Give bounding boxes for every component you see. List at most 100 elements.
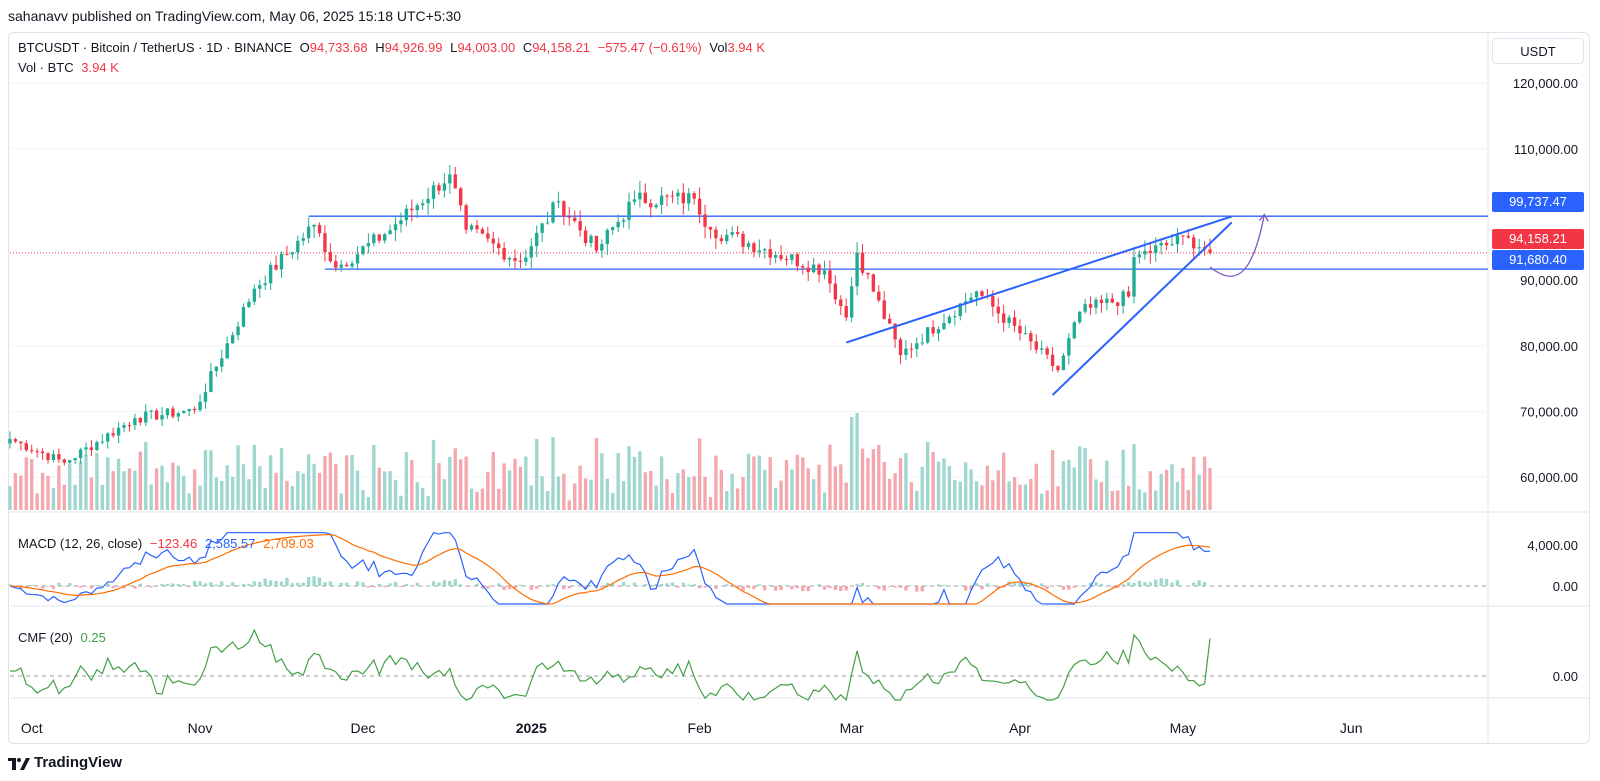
signal-line bbox=[9, 534, 1211, 605]
volume-bar bbox=[784, 459, 789, 510]
candle-body bbox=[991, 296, 995, 307]
candle-body bbox=[30, 450, 34, 452]
volume-bar bbox=[708, 497, 713, 510]
macd-hist-bar bbox=[263, 578, 267, 586]
cmf-legend[interactable]: CMF (20) 0.25 bbox=[18, 630, 110, 645]
candle-body bbox=[393, 224, 398, 231]
macd-hist-bar bbox=[687, 584, 691, 586]
macd-hist-bar bbox=[1040, 583, 1044, 586]
macd-hist-bar bbox=[768, 584, 772, 586]
macd-legend[interactable]: MACD (12, 26, close) −123.46 2,585.57 2,… bbox=[18, 536, 318, 551]
macd-hist-bar bbox=[529, 586, 533, 591]
macd-hist-bar bbox=[578, 583, 582, 586]
candle-body bbox=[51, 454, 56, 461]
candle-body bbox=[980, 291, 984, 296]
macd-hist-bar bbox=[904, 586, 908, 591]
candle-body bbox=[459, 188, 463, 206]
macd-hist-bar bbox=[822, 586, 827, 590]
macd-hist-bar bbox=[507, 586, 512, 590]
volume-bar bbox=[741, 476, 745, 510]
volume-bar bbox=[996, 470, 1000, 510]
time-tick-label: Oct bbox=[21, 720, 43, 736]
volume-bar bbox=[220, 481, 224, 510]
candle-body bbox=[24, 443, 28, 451]
candle-body bbox=[828, 270, 832, 284]
candle-body bbox=[654, 204, 658, 208]
volume-bar bbox=[1143, 492, 1147, 510]
volume-bars bbox=[8, 412, 1212, 510]
macd-hist-bar bbox=[106, 583, 110, 586]
volume-legend[interactable]: Vol · BTC 3.94 K bbox=[18, 60, 123, 75]
candle-body bbox=[111, 433, 115, 436]
publisher-line: sahanavv published on TradingView.com, M… bbox=[8, 8, 462, 24]
macd-hist-bar bbox=[920, 586, 924, 592]
volume-bar bbox=[268, 455, 273, 510]
macd-hist-bar bbox=[741, 586, 745, 591]
volume-bar bbox=[1002, 452, 1006, 510]
symbol-legend[interactable]: BTCUSDT · Bitcoin / TetherUS · 1D · BINA… bbox=[18, 40, 769, 55]
volume-bar bbox=[89, 477, 94, 510]
volume-bar bbox=[263, 488, 267, 510]
volume-bar bbox=[279, 448, 284, 510]
macd-hist-bar bbox=[871, 585, 876, 586]
candle-body bbox=[681, 192, 686, 204]
macd-hist-bar bbox=[556, 585, 561, 586]
candle-body bbox=[974, 291, 979, 298]
volume-bar bbox=[551, 437, 555, 510]
candle-body bbox=[866, 272, 870, 275]
macd-hist-bar bbox=[573, 585, 577, 587]
macd-hist-bar bbox=[279, 581, 284, 586]
volume-bar bbox=[947, 465, 952, 510]
candle-body bbox=[209, 371, 213, 393]
macd-hist-bar bbox=[611, 583, 615, 586]
volume-bar bbox=[507, 470, 512, 510]
currency-button[interactable]: USDT bbox=[1492, 38, 1584, 64]
macd-hist-bar bbox=[627, 586, 631, 587]
candle-body bbox=[1116, 302, 1120, 306]
candle-body bbox=[942, 322, 946, 330]
candle-body bbox=[822, 270, 827, 275]
candle-body bbox=[529, 246, 533, 258]
candle-body bbox=[1094, 299, 1098, 308]
macd-hist-bar bbox=[654, 583, 658, 586]
volume-bar bbox=[1175, 481, 1180, 510]
candle-body bbox=[377, 234, 381, 241]
macd-hist-bar bbox=[415, 582, 419, 586]
macd-hist-bar bbox=[936, 584, 941, 586]
open-label: O bbox=[299, 40, 310, 55]
volume-bar bbox=[252, 444, 257, 510]
macd-hist-bar bbox=[187, 586, 191, 588]
candle-body bbox=[426, 198, 430, 204]
macd-hist-bar bbox=[942, 584, 946, 586]
candle-body bbox=[871, 274, 876, 292]
macd-hist-bar bbox=[116, 586, 121, 587]
volume-bar bbox=[160, 465, 164, 510]
macd-hist-bar bbox=[24, 586, 28, 588]
volume-bar bbox=[969, 469, 973, 510]
volume-bar bbox=[241, 464, 246, 510]
candle-body bbox=[442, 183, 447, 191]
axes: 120,000.00 110,000.00 80,000.00 70,000.00 60… bbox=[21, 76, 1578, 736]
volume-bar bbox=[328, 452, 333, 510]
macd-hist-bar bbox=[203, 583, 208, 586]
trendline-upper bbox=[845, 215, 1233, 344]
macd-hist-bar bbox=[133, 586, 137, 589]
macd-hist-bar bbox=[806, 586, 810, 592]
volume-bar bbox=[40, 472, 45, 510]
macd-hist-bar bbox=[160, 583, 164, 586]
macd-hist-bar bbox=[475, 583, 479, 586]
macd-hist-bar bbox=[182, 584, 186, 586]
volume-bar bbox=[974, 481, 979, 510]
macd-hist-bar bbox=[19, 586, 23, 589]
candle-body bbox=[116, 427, 121, 436]
volume-bar bbox=[95, 452, 99, 510]
tradingview-logo[interactable]: TradingView bbox=[8, 754, 122, 771]
candle-body bbox=[1197, 247, 1201, 249]
candle-body bbox=[236, 326, 240, 336]
candle-body bbox=[480, 229, 485, 234]
volume-bar bbox=[404, 452, 409, 510]
volume-bar bbox=[594, 438, 599, 510]
candle-body bbox=[328, 252, 333, 262]
candle-body bbox=[665, 195, 669, 197]
